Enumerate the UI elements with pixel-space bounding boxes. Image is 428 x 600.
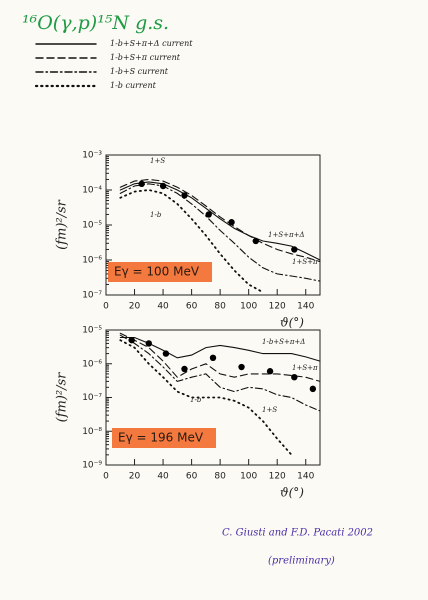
x-tick-label: 80 xyxy=(214,302,226,312)
y-tick-label: 10⁻⁵ xyxy=(82,326,102,336)
x-tick-label: 0 xyxy=(103,302,109,312)
x-tick-label: 120 xyxy=(269,472,286,482)
data-point xyxy=(252,237,259,245)
legend-label: 1-b+S+π+Δ current xyxy=(110,39,193,48)
data-point xyxy=(266,368,274,375)
data-point xyxy=(205,211,212,218)
data-point xyxy=(159,182,167,190)
x-tick-label: 120 xyxy=(269,302,286,312)
data-point xyxy=(291,373,298,381)
curve-annotation: 1+S+π xyxy=(292,364,318,372)
legend-label: 1-b+S current xyxy=(110,67,169,76)
x-tick-label: 60 xyxy=(186,472,198,482)
curve xyxy=(119,339,293,456)
energy-label: Eγ = 196 MeV xyxy=(118,431,204,445)
credit-note: (preliminary) xyxy=(268,556,335,567)
data-point xyxy=(309,385,317,393)
legend-label: 1-b current xyxy=(110,81,157,90)
legend-label: 1-b+S+π current xyxy=(110,53,181,62)
data-point xyxy=(181,365,188,373)
curve-annotation: 1-b xyxy=(150,211,162,219)
x-tick-label: 60 xyxy=(186,302,198,312)
curve-annotation: 1+S xyxy=(262,406,277,414)
curve xyxy=(119,332,321,382)
energy-label: Eγ = 100 MeV xyxy=(114,265,200,279)
x-tick-label: 140 xyxy=(297,302,314,312)
y-tick-label: 10⁻⁷ xyxy=(82,291,102,301)
y-axis-label: (fm)²/sr xyxy=(55,372,70,423)
data-point xyxy=(209,354,217,362)
data-point xyxy=(138,180,145,188)
data-point xyxy=(162,350,170,357)
x-tick-label: 80 xyxy=(214,472,226,482)
y-tick-label: 10⁻⁵ xyxy=(82,221,102,231)
data-point xyxy=(181,192,188,199)
curve xyxy=(119,181,321,261)
y-tick-label: 10⁻⁶ xyxy=(82,256,102,266)
x-tick-label: 100 xyxy=(240,472,257,482)
x-axis-label: ϑ(°) xyxy=(280,486,304,500)
y-tick-label: 10⁻⁸ xyxy=(82,427,102,437)
y-tick-label: 10⁻⁷ xyxy=(82,393,102,403)
x-axis-label: ϑ(°) xyxy=(280,316,304,330)
x-tick-label: 140 xyxy=(297,472,314,482)
curve-annotation: 1+S+π+Δ xyxy=(268,231,305,239)
curve-annotation: 1+S xyxy=(150,157,165,165)
x-tick-label: 100 xyxy=(240,302,257,312)
energy-highlight xyxy=(112,428,216,448)
y-tick-label: 10⁻⁴ xyxy=(82,186,102,196)
data-point xyxy=(145,340,152,347)
data-point xyxy=(128,336,135,344)
curve xyxy=(119,178,321,263)
x-tick-label: 0 xyxy=(103,472,109,482)
x-tick-label: 40 xyxy=(157,472,169,482)
page-title: ¹⁶O(γ,p)¹⁵N g.s. xyxy=(22,12,169,34)
data-point xyxy=(228,219,235,226)
curve-annotation: 1-b xyxy=(190,396,202,404)
curve-annotation: 1-b+S+π+Δ xyxy=(262,338,305,346)
y-tick-label: 10⁻³ xyxy=(82,151,102,161)
data-point xyxy=(291,246,298,253)
x-tick-label: 20 xyxy=(129,472,141,482)
curve xyxy=(119,336,321,362)
y-axis-label: (fm)²/sr xyxy=(55,199,70,250)
x-tick-label: 20 xyxy=(129,302,141,312)
y-tick-label: 10⁻⁶ xyxy=(82,359,102,369)
curve xyxy=(119,183,321,282)
curve xyxy=(119,189,264,294)
curve xyxy=(119,334,321,412)
energy-highlight xyxy=(108,262,212,282)
curve-annotation: 1+S+π xyxy=(292,258,318,266)
data-point xyxy=(238,363,245,371)
y-tick-label: 10⁻⁹ xyxy=(82,461,102,471)
x-tick-label: 40 xyxy=(157,302,169,312)
credit: C. Giusti and F.D. Pacati 2002 xyxy=(222,528,373,539)
